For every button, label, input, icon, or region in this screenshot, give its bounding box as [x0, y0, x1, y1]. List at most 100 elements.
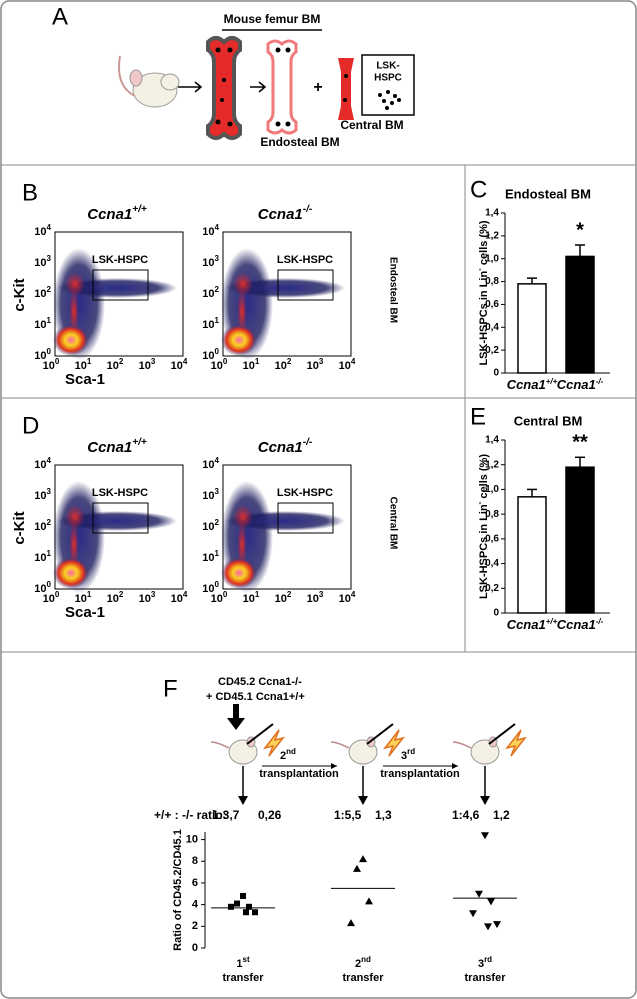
mouse-tail	[330, 741, 350, 749]
x-tick-label-part: 3	[151, 357, 156, 366]
y-tick-label-part: 10	[34, 521, 46, 533]
x-tick-label: 101	[243, 590, 260, 605]
y-tick-label-part: 0	[47, 580, 52, 589]
y-tick-label: 0,8	[485, 509, 499, 520]
x-tick-label-part: 10	[171, 360, 183, 372]
irradiation	[505, 729, 527, 757]
significance: *	[576, 219, 584, 241]
x-tick-label-part: rd	[484, 955, 492, 964]
x-tick-label-part: 10	[307, 593, 319, 605]
label: Endosteal BM	[260, 135, 339, 149]
y-tick-label: 100	[34, 347, 51, 362]
density	[69, 288, 79, 336]
y-tick-label: 104	[34, 456, 51, 471]
x-tick-label: Ccna1-/-	[557, 617, 604, 633]
y-tick-label: 0,6	[485, 533, 499, 544]
density	[57, 278, 177, 298]
x-tick-label-part: 10	[339, 593, 351, 605]
x-tick-label: 1st	[236, 955, 250, 970]
y-tick-label-part: 10	[202, 552, 214, 564]
y-tick-label-part: 10	[202, 319, 214, 331]
genotype: Ccna1+/+	[87, 437, 147, 456]
x-tick-label: transfer	[465, 972, 507, 984]
x-tick-label-part: +/+	[546, 377, 558, 386]
x-tick-label-part: -/-	[596, 617, 604, 626]
genotype-part: Ccna1	[258, 439, 303, 456]
density	[53, 324, 89, 356]
x-tick-label-part: 10	[43, 360, 55, 372]
y-tick-label: 100	[202, 347, 219, 362]
x-tick-label-part: 10	[75, 593, 87, 605]
density	[57, 511, 177, 531]
point	[487, 898, 495, 906]
x-tick-label-part: 1	[236, 958, 242, 970]
density	[237, 288, 247, 336]
x-tick-label: 101	[75, 357, 92, 372]
bar	[565, 466, 595, 614]
y-tick-label-part: 10	[34, 257, 46, 269]
y-tick-label: 103	[34, 487, 51, 502]
step-label-part: 2	[280, 750, 286, 762]
point	[228, 903, 234, 910]
genotype-part: +/+	[132, 437, 147, 448]
arrow	[227, 704, 245, 730]
y-tick-label: 101	[202, 316, 219, 331]
y-axis-label-part: LSK-HSPCs in Lin	[478, 504, 490, 599]
y-tick-label: 104	[34, 223, 51, 238]
density	[69, 521, 79, 569]
flow-density	[221, 248, 345, 360]
y-tick-label-part: 1	[215, 316, 220, 325]
x-tick-label-part: 10	[75, 360, 87, 372]
genotype-part: Ccna1	[258, 206, 303, 223]
y-tick-label: 1,4	[485, 435, 499, 446]
panel-letter: E	[470, 403, 486, 430]
bar	[517, 496, 547, 614]
y-tick-label: 4	[192, 899, 199, 911]
x-tick-label-part: 10	[139, 593, 151, 605]
mouse-icon	[452, 723, 527, 765]
y-tick-label-part: 10	[202, 226, 214, 238]
x-tick-label: Ccna1+/+	[507, 377, 558, 393]
genotype-part: +/+	[132, 204, 147, 215]
x-tick-label: 102	[275, 357, 292, 372]
x-tick-label-part: 1	[255, 590, 260, 599]
genotype-part: Ccna1	[87, 439, 132, 456]
y-axis-label: LSK-HSPCs in Lin- cells (%)	[475, 220, 490, 365]
x-tick-label: Ccna1+/+	[507, 617, 558, 633]
panel-letter: D	[22, 412, 39, 439]
genotype-part: -/-	[303, 437, 313, 448]
x-tick-label-part: st	[243, 955, 250, 964]
x-tick-label-part: 4	[351, 590, 356, 599]
x-tick-label-part: 1	[87, 357, 92, 366]
x-tick-label-part: 10	[243, 360, 255, 372]
y-tick-label-part: 3	[47, 487, 52, 496]
panel-letter: F	[163, 675, 178, 702]
step-label: transplantation	[380, 768, 460, 780]
y-tick-label: 0	[493, 608, 499, 619]
y-tick-label-part: 10	[202, 521, 214, 533]
x-tick-label: 100	[211, 357, 228, 372]
genotype-part: -/-	[303, 204, 313, 215]
density	[233, 272, 253, 296]
x-tick-label: 100	[211, 590, 228, 605]
box-label: HSPC	[374, 73, 402, 84]
gate	[92, 502, 149, 534]
x-tick-label-part: 10	[211, 593, 223, 605]
density	[53, 557, 89, 589]
y-tick-label: 103	[202, 487, 219, 502]
x-tick-label-part: 10	[211, 360, 223, 372]
x-tick-label: 101	[75, 590, 92, 605]
y-tick-label: 102	[34, 285, 51, 300]
y-tick-label: 1,4	[485, 208, 499, 219]
flow-density	[53, 481, 177, 593]
x-tick-label-part: 10	[339, 360, 351, 372]
density	[65, 505, 85, 529]
y-tick-label: 100	[34, 580, 51, 595]
y-axis-label: c-Kit	[11, 511, 28, 544]
y-axis-label: LSK-HSPCs in Lin- cells (%)	[475, 454, 490, 599]
gate	[277, 502, 334, 534]
y-tick-label-part: 10	[34, 490, 46, 502]
y-axis-label-part: -	[475, 501, 484, 504]
x-tick-label-part: 4	[351, 357, 356, 366]
